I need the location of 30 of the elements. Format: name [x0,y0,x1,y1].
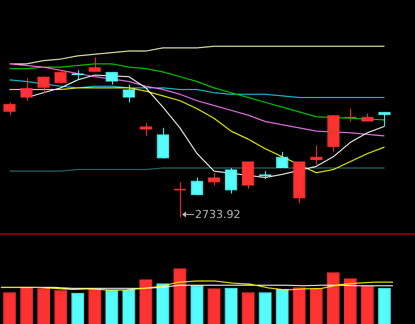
bar [276,288,289,324]
bar [310,288,323,324]
bar [37,288,50,324]
bar [326,272,340,324]
bar [361,286,374,324]
bar [242,292,255,324]
bar [3,292,16,324]
bar [139,280,152,324]
bar [105,290,118,324]
bar [224,288,238,324]
bar [20,286,33,324]
bar [292,287,306,324]
bar [156,283,170,324]
bar [190,286,204,324]
bar [88,290,102,324]
bar [122,290,136,324]
bar [258,292,272,324]
candlestick [156,127,170,159]
bar [378,288,391,324]
candlestick [208,172,220,186]
bar [208,288,220,324]
bar [174,268,186,324]
bar [54,290,68,324]
annotation: 2733.92 [194,208,240,221]
candlestick [224,167,238,194]
candlestick [310,145,322,166]
candlestick [242,161,254,190]
candlestick [88,56,101,72]
bar [344,278,357,324]
bar [71,292,84,324]
